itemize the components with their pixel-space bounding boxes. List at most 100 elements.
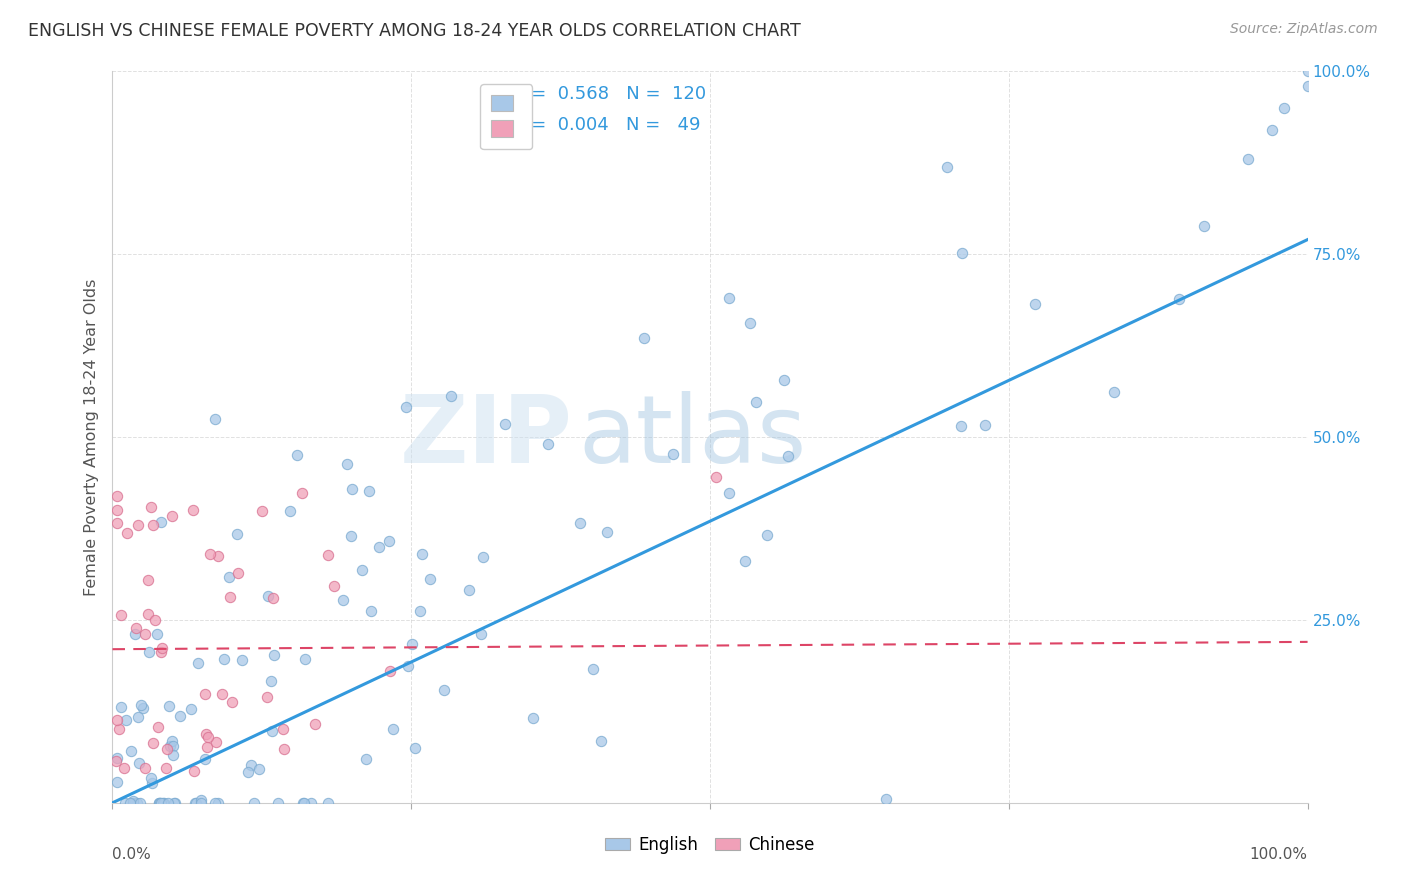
Point (134, 627, 156, 641)
Point (136, 573, 159, 587)
Point (256, 590, 278, 604)
Point (125, 621, 148, 635)
Point (950, 419, 973, 434)
Point (114, 796, 136, 810)
Point (218, 590, 240, 604)
Point (263, 648, 285, 662)
Point (336, 458, 359, 472)
Point (292, 796, 315, 810)
Point (1261, 123, 1284, 137)
Point (157, 699, 180, 714)
Point (225, 527, 247, 541)
Point (165, 796, 187, 810)
Point (129, 698, 152, 712)
Point (294, 651, 316, 665)
Point (107, 503, 129, 517)
Point (582, 662, 605, 676)
Point (110, 700, 132, 714)
Point (395, 400, 418, 414)
Point (773, 372, 796, 386)
Point (129, 796, 152, 810)
Point (494, 417, 516, 432)
Point (875, 791, 897, 805)
Point (236, 764, 259, 779)
Point (105, 751, 128, 765)
Point (662, 447, 685, 461)
Point (134, 761, 156, 775)
Point (148, 796, 170, 810)
Legend: English, Chinese: English, Chinese (599, 829, 821, 860)
Text: atlas: atlas (579, 391, 807, 483)
Point (1296, 64, 1319, 78)
Point (180, 702, 202, 716)
Point (146, 627, 169, 641)
Point (152, 641, 174, 656)
Point (159, 739, 181, 754)
Point (299, 796, 322, 810)
Point (152, 796, 174, 810)
Point (114, 713, 136, 727)
Point (190, 793, 212, 807)
Point (950, 246, 973, 260)
Point (568, 516, 591, 530)
Point (734, 554, 756, 568)
Point (357, 483, 380, 498)
Point (183, 764, 205, 778)
Point (156, 741, 179, 756)
Point (139, 500, 162, 514)
Point (148, 796, 170, 810)
Point (243, 796, 266, 810)
Point (162, 508, 183, 523)
Point (472, 550, 495, 565)
Point (404, 741, 426, 756)
Point (138, 644, 160, 658)
Point (122, 794, 145, 808)
Point (112, 761, 135, 775)
Point (108, 722, 131, 736)
Point (304, 716, 326, 731)
Point (368, 541, 391, 555)
Point (458, 583, 481, 598)
Point (380, 664, 402, 678)
Point (316, 548, 339, 562)
Point (169, 709, 191, 723)
Point (162, 734, 184, 748)
Point (396, 659, 419, 673)
Point (198, 548, 221, 562)
Point (522, 711, 544, 725)
Point (162, 747, 184, 762)
Point (121, 796, 143, 810)
Point (105, 774, 128, 789)
Point (419, 572, 441, 586)
Point (141, 776, 163, 790)
Point (107, 714, 129, 728)
Point (184, 796, 207, 810)
Point (318, 796, 340, 810)
Point (285, 448, 308, 462)
Point (738, 316, 761, 330)
Y-axis label: Female Poverty Among 18-24 Year Olds: Female Poverty Among 18-24 Year Olds (83, 278, 98, 596)
Point (778, 449, 800, 463)
Point (409, 604, 432, 618)
Point (240, 758, 263, 772)
Point (143, 613, 166, 627)
Point (190, 796, 212, 810)
Point (706, 469, 728, 483)
Point (1192, 219, 1215, 233)
Point (411, 547, 433, 561)
Point (1272, 101, 1295, 115)
Point (207, 549, 229, 563)
Point (136, 607, 159, 622)
Point (260, 724, 283, 739)
Point (1296, 78, 1319, 93)
Point (211, 688, 233, 702)
Point (149, 796, 172, 810)
Point (332, 592, 354, 607)
Point (231, 653, 253, 667)
Point (155, 761, 177, 775)
Point (204, 796, 226, 810)
Point (127, 517, 149, 532)
Point (262, 591, 284, 606)
Point (105, 754, 128, 768)
Point (256, 690, 278, 704)
